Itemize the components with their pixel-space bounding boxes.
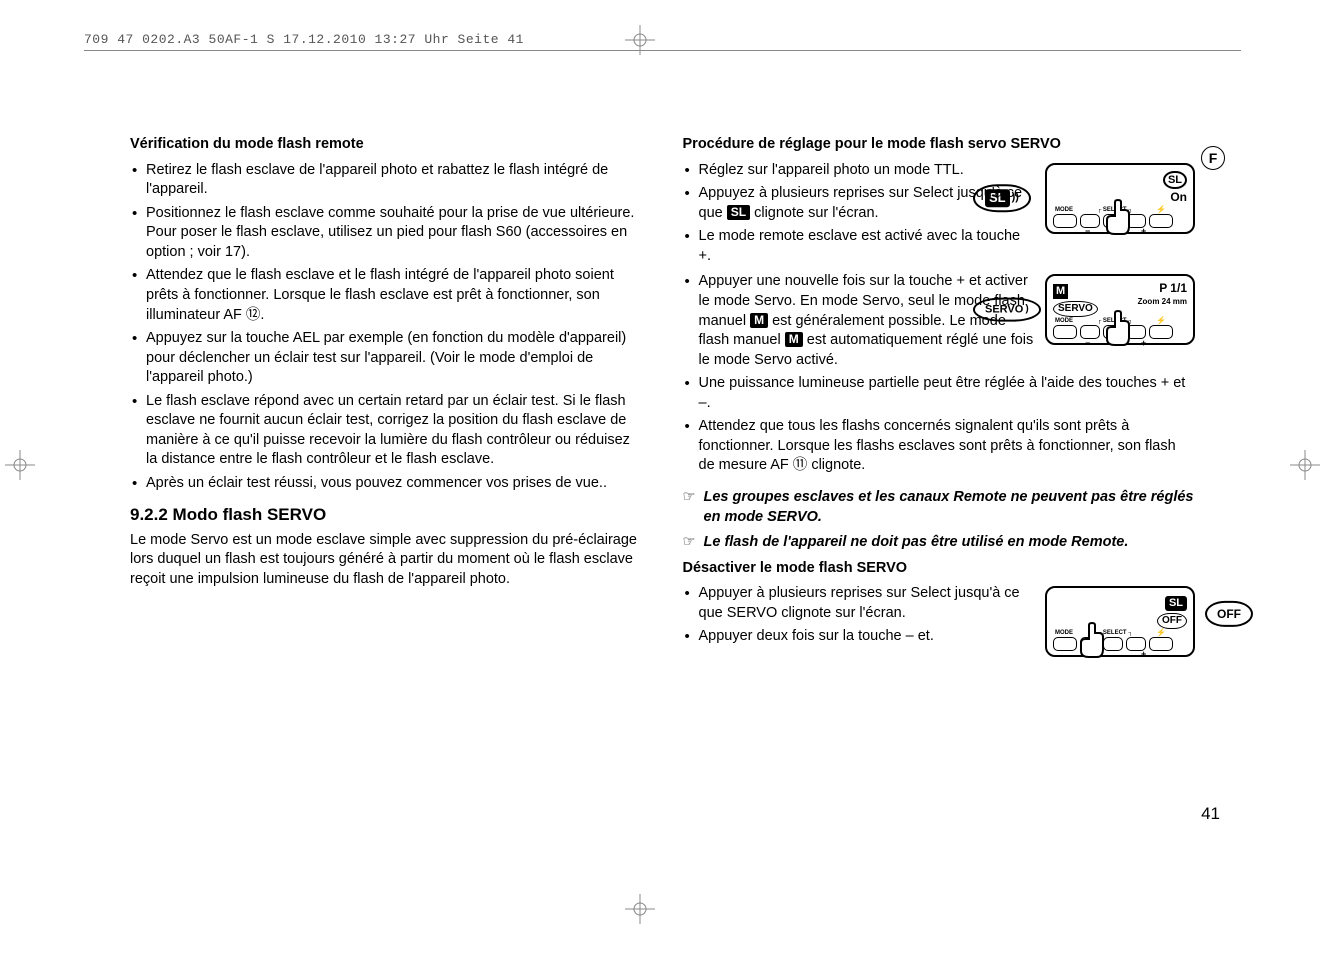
list-item: Retirez le flash esclave de l'appareil p… (130, 161, 643, 200)
list-item: Appuyer à plusieurs reprises sur Select … (683, 584, 1196, 623)
sl-badge-icon: SL (727, 205, 750, 220)
flash-bubble-off: OFF (1205, 601, 1253, 627)
list-item: Positionnez le flash esclave comme souha… (130, 204, 643, 263)
list-item: Le mode remote esclave est activé avec l… (683, 227, 1196, 266)
list-item: Une puissance lumineuse partielle peut ê… (683, 374, 1196, 413)
page-number: 41 (1201, 804, 1220, 824)
list-item: Appuyer une nouvelle fois sur la touche … (683, 272, 1196, 370)
print-header: 709 47 0202.A3 50AF-1 S 17.12.2010 13:27… (84, 32, 1241, 51)
pointing-hand-icon: ☞ (683, 488, 696, 527)
list-item: Appuyer deux fois sur la touche – et. (683, 627, 1196, 647)
note-remote-flash: ☞ Le flash de l'appareil ne doit pas êtr… (683, 533, 1196, 553)
m-badge-icon: M (785, 332, 803, 347)
page-frame: Vérification du mode flash remote Retire… (30, 75, 1295, 914)
list-item: Attendez que le flash esclave et le flas… (130, 266, 643, 325)
right-column: Procédure de réglage pour le mode flash … (683, 135, 1196, 665)
minus-label: − (1085, 648, 1090, 660)
plus-label: + (1141, 648, 1146, 660)
left-column: Vérification du mode flash remote Retire… (130, 135, 643, 665)
servo-intro-paragraph: Le mode Servo est un mode esclave simple… (130, 531, 643, 590)
list-item: Après un éclair test réussi, vous pouvez… (130, 474, 643, 494)
list-item: Appuyez à plusieurs reprises sur Select … (683, 184, 1196, 223)
list-item: Réglez sur l'appareil photo un mode TTL. (683, 161, 1196, 181)
left-heading-verification: Vérification du mode flash remote (130, 135, 643, 155)
note-servo-groups: ☞ Les groupes esclaves et les canaux Rem… (683, 488, 1196, 527)
list-item: Appuyez sur la touche AEL par exemple (e… (130, 329, 643, 388)
right-heading-procedure: Procédure de réglage pour le mode flash … (683, 135, 1196, 155)
left-bullet-list: Retirez le flash esclave de l'appareil p… (130, 161, 643, 494)
list-item: Le flash esclave répond avec un certain … (130, 392, 643, 470)
m-badge-icon: M (750, 313, 768, 328)
pointing-hand-icon: ☞ (683, 533, 696, 553)
right-heading-disable: Désactiver le mode flash SERVO (683, 559, 1196, 579)
section-heading-servo: 9.2.2 Modo flash SERVO (130, 504, 643, 527)
list-item: Attendez que tous les flashs concernés s… (683, 417, 1196, 476)
